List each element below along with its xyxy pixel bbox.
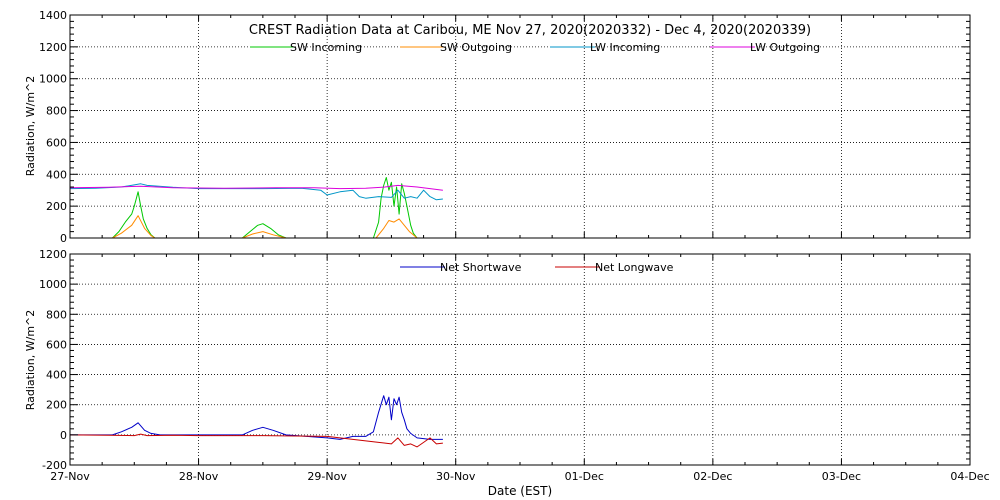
top-y-tick-label: 1400 [39, 9, 67, 22]
bottom-y-tick-label: 1200 [39, 248, 67, 261]
bottom-panel-ticks: -200 0 200 400 600 800 1000 1200 27-Nov 28-Nov 29-… [39, 248, 990, 483]
bottom-y-tick-label: 800 [46, 308, 67, 321]
legend-label-net-longwave: Net Longwave [595, 261, 674, 274]
bottom-panel: -200 0 200 400 600 800 1000 1200 27-Nov 28-Nov 29-… [24, 248, 990, 498]
top-panel-ticks: 0 200 400 600 800 1000 1200 1400 [39, 9, 971, 245]
x-tick-label: 30-Nov [436, 470, 476, 483]
top-panel-title: CREST Radiation Data at Caribou, ME Nov … [249, 23, 811, 38]
series-line-sw-incoming [112, 177, 418, 239]
top-panel-series [69, 177, 443, 239]
series-line-sw-outgoing [112, 215, 418, 239]
legend-label-lw-outgoing: LW Outgoing [750, 41, 820, 54]
x-tick-label: 27-Nov [50, 470, 90, 483]
bottom-panel-grid [70, 254, 970, 465]
x-tick-label: 29-Nov [307, 470, 347, 483]
x-tick-label: 28-Nov [179, 470, 219, 483]
legend-label-sw-incoming: SW Incoming [290, 41, 362, 54]
series-line-lw-incoming [69, 183, 443, 201]
top-y-tick-label: 0 [60, 232, 67, 245]
top-y-tick-label: 200 [46, 200, 67, 213]
x-tick-label: 01-Dec [565, 470, 604, 483]
top-panel-grid [70, 15, 970, 238]
top-y-tick-label: 1200 [39, 41, 67, 54]
bottom-y-tick-label: 200 [46, 399, 67, 412]
top-panel-legend: SW Incoming SW Outgoing LW Incoming LW Outg… [250, 41, 820, 54]
bottom-y-tick-label: 400 [46, 369, 67, 382]
series-line-net-shortwave [70, 395, 443, 440]
top-panel-y-axis-label: Radiation, W/m^2 [24, 76, 37, 177]
top-y-tick-label: 600 [46, 136, 67, 149]
legend-label-lw-incoming: LW Incoming [590, 41, 660, 54]
bottom-y-tick-label: 600 [46, 338, 67, 351]
legend-label-sw-outgoing: SW Outgoing [440, 41, 512, 54]
top-y-tick-label: 400 [46, 168, 67, 181]
series-line-lw-outgoing [69, 184, 443, 191]
x-axis-label: Date (EST) [488, 484, 552, 498]
bottom-y-tick-label: 1000 [39, 278, 67, 291]
x-tick-label: 04-Dec [950, 470, 989, 483]
bottom-y-tick-label: -200 [42, 459, 67, 472]
legend-label-net-shortwave: Net Shortwave [440, 261, 522, 274]
series-line-net-longwave [69, 433, 443, 448]
bottom-panel-y-axis-label: Radiation, W/m^2 [24, 310, 37, 411]
x-tick-label: 03-Dec [822, 470, 861, 483]
x-tick-label: 02-Dec [693, 470, 732, 483]
bottom-panel-series [69, 395, 443, 448]
top-y-tick-label: 800 [46, 105, 67, 118]
bottom-panel-legend: Net Shortwave Net Longwave [400, 261, 674, 274]
bottom-y-tick-label: 0 [60, 429, 67, 442]
top-y-tick-label: 1000 [39, 73, 67, 86]
